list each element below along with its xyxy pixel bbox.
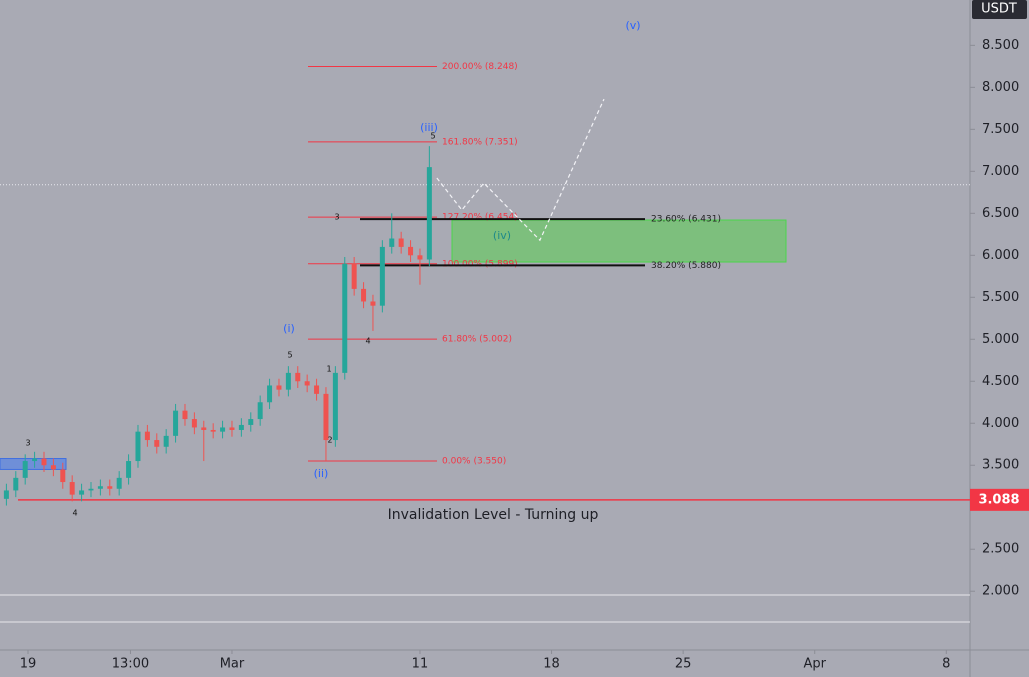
- wave-label: 2: [327, 436, 332, 445]
- y-tick-label: 8.000: [982, 80, 1019, 95]
- candle-body: [323, 393, 329, 441]
- candle-body: [220, 427, 226, 432]
- fib-retracement-label: 38.20% (5.880): [651, 261, 721, 271]
- candle-body: [32, 458, 38, 462]
- y-tick-label: 7.500: [982, 122, 1019, 137]
- candle-body: [116, 477, 122, 489]
- currency-box: [972, 0, 1027, 19]
- wave-label: 5: [287, 351, 292, 360]
- candle-body: [13, 477, 19, 491]
- candle-body: [229, 427, 235, 430]
- wave-label: 3: [25, 439, 30, 448]
- candle-body: [191, 419, 197, 428]
- y-tick-label: 7.000: [982, 164, 1019, 179]
- x-tick-label: 25: [675, 657, 692, 672]
- fib-retracement-label: 23.60% (6.431): [651, 215, 721, 225]
- price-tag: [970, 488, 1029, 511]
- y-tick-label: 4.500: [982, 374, 1019, 389]
- candle-body: [379, 246, 385, 306]
- candle-body: [79, 490, 85, 495]
- candle-body: [41, 458, 47, 466]
- wave-label: 1: [326, 365, 331, 374]
- candle-body: [88, 488, 94, 491]
- candle-body: [417, 255, 423, 260]
- wave-label: (iii): [420, 121, 438, 134]
- wave-label: 5: [430, 132, 435, 141]
- x-tick-label: 8: [942, 657, 950, 672]
- candle-body: [22, 461, 28, 478]
- candle-body: [389, 238, 395, 247]
- candle-body: [285, 372, 291, 390]
- candle-body: [182, 410, 188, 420]
- wave-label: 4: [365, 337, 370, 346]
- y-tick-label: 5.000: [982, 332, 1019, 347]
- candle-body: [163, 435, 169, 447]
- candle-body: [426, 167, 432, 260]
- candle-body: [304, 381, 310, 386]
- candle-body: [295, 372, 301, 382]
- candle-body: [408, 246, 414, 256]
- candle-body: [210, 429, 216, 432]
- wave-label: 3: [334, 213, 339, 222]
- y-tick-label: 4.000: [982, 416, 1019, 431]
- candle-body: [351, 263, 357, 289]
- y-tick-label: 6.500: [982, 206, 1019, 221]
- y-tick-label: 5.500: [982, 290, 1019, 305]
- x-tick-label: 18: [543, 657, 560, 672]
- candle-body: [154, 440, 160, 447]
- candle-body: [361, 288, 367, 302]
- candle-body: [201, 427, 207, 430]
- candle-body: [144, 431, 150, 441]
- fib-label: 127.20% (6.454): [442, 213, 518, 223]
- candle-body: [135, 431, 141, 462]
- candle-body: [314, 385, 320, 394]
- fib-label: 200.00% (8.248): [442, 62, 518, 72]
- candle-body: [107, 486, 113, 489]
- y-tick-label: 8.500: [982, 38, 1019, 53]
- y-tick-label: 2.500: [982, 542, 1019, 557]
- target-zone: [451, 219, 787, 263]
- invalidation-text: Invalidation Level - Turning up: [388, 507, 599, 523]
- x-tick-label: Apr: [803, 657, 826, 672]
- candle-body: [3, 490, 9, 499]
- x-tick-label: 11: [412, 657, 429, 672]
- candle-body: [370, 301, 376, 306]
- wave-label: (v): [625, 19, 640, 32]
- candle-body: [126, 461, 132, 478]
- candle-body: [248, 419, 254, 425]
- candle-body: [60, 469, 66, 483]
- projection-path: [436, 98, 605, 242]
- candle-body: [342, 263, 348, 373]
- candle-body: [50, 465, 56, 470]
- candle-body: [173, 410, 179, 436]
- wave-label: (iv): [493, 229, 511, 242]
- wave-label: (ii): [314, 467, 329, 480]
- candle-body: [257, 402, 263, 420]
- y-tick-label: 2.000: [982, 584, 1019, 599]
- fib-label: 161.80% (7.351): [442, 137, 518, 147]
- wave-label: 4: [72, 509, 77, 518]
- candle-body: [398, 238, 404, 247]
- fib-label: 61.80% (5.002): [442, 335, 512, 345]
- candle-body: [267, 385, 273, 403]
- y-tick-label: 3.500: [982, 458, 1019, 473]
- candle-body: [97, 486, 103, 489]
- x-tick-label: Mar: [220, 657, 245, 672]
- x-tick-label: 13:00: [112, 657, 149, 672]
- wave-label: (i): [283, 322, 295, 335]
- price-tag-label: 3.088: [978, 492, 1019, 507]
- fib-label: 0.00% (3.550): [442, 457, 506, 467]
- currency: USDT: [981, 2, 1017, 17]
- candle-body: [69, 482, 75, 495]
- fib-label: 100.00% (5.899): [442, 259, 518, 269]
- y-tick-label: 6.000: [982, 248, 1019, 263]
- candle-body: [332, 372, 338, 441]
- candle-body: [238, 424, 244, 430]
- candle-body: [276, 385, 282, 390]
- x-tick-label: 19: [20, 657, 37, 672]
